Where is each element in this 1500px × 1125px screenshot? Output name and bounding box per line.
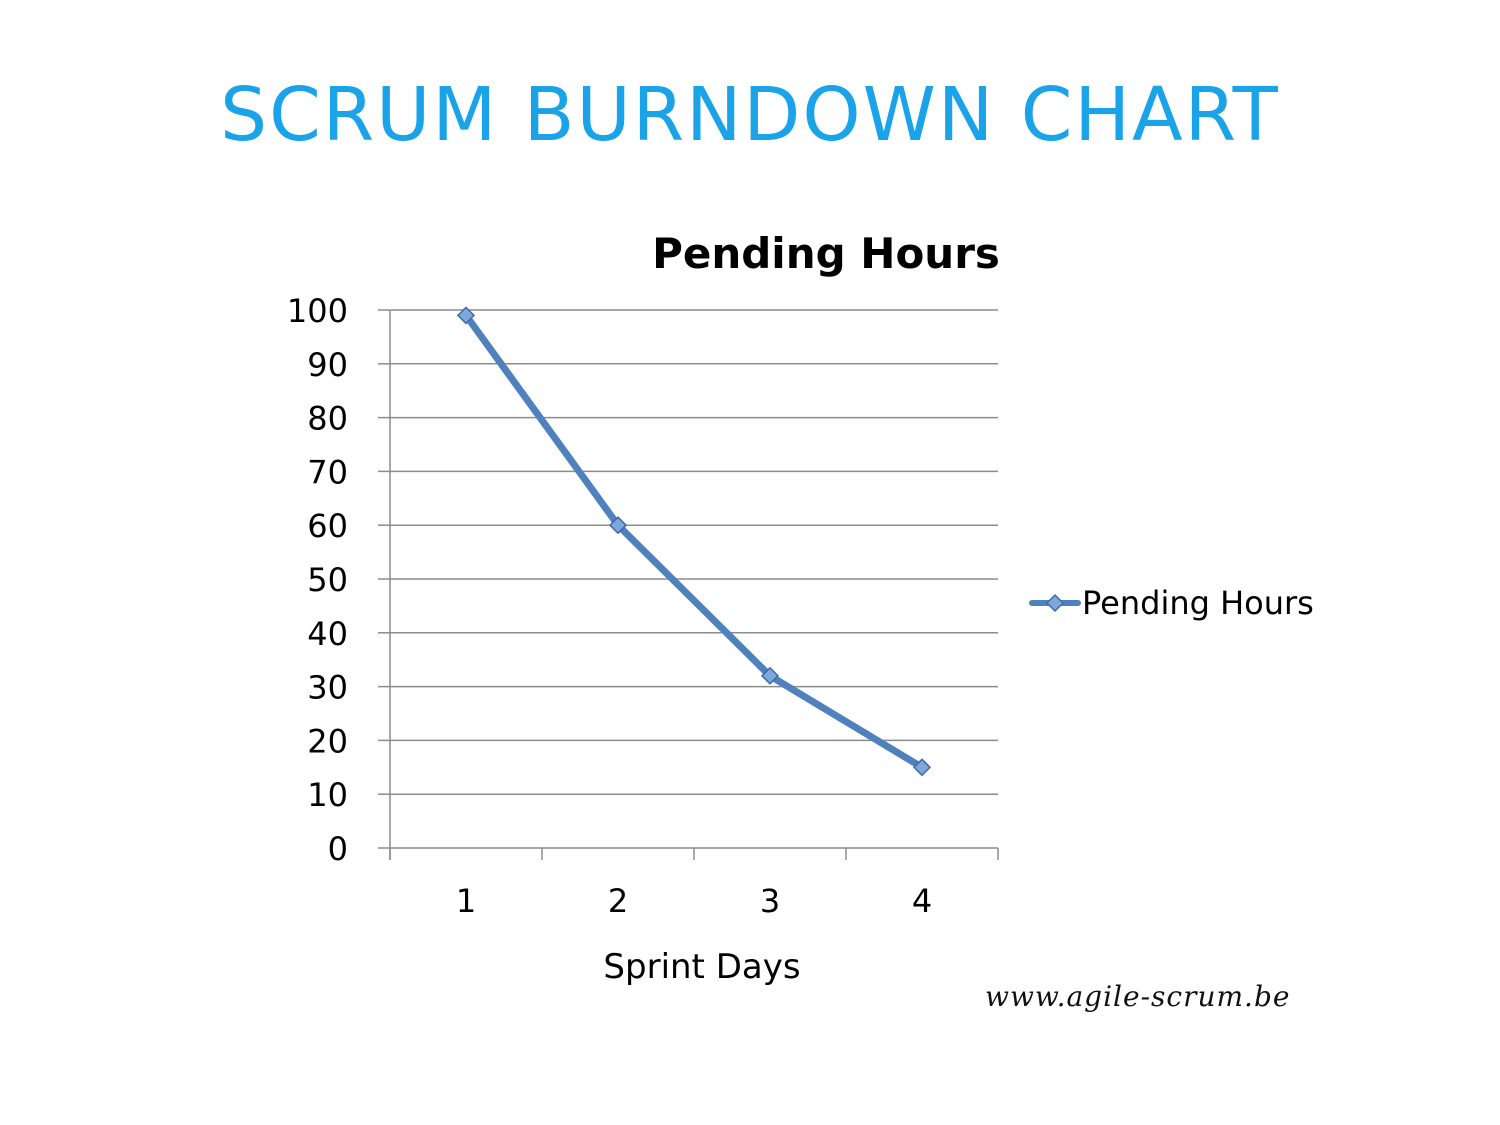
y-tick-label: 30 — [307, 669, 348, 707]
series-line — [462, 311, 926, 771]
y-tick-label: 40 — [307, 615, 348, 653]
data-point — [760, 666, 780, 685]
y-tick-label: 90 — [307, 346, 348, 384]
chart-title: Pending Hours — [652, 229, 1000, 278]
y-tick-label: 50 — [307, 561, 348, 599]
y-tick-label: 0 — [328, 830, 348, 868]
x-tick-label: 4 — [912, 882, 932, 920]
legend: Pending Hours — [1029, 584, 1314, 622]
data-point — [912, 758, 932, 777]
y-tick-label: 60 — [307, 507, 348, 545]
axes — [378, 309, 999, 860]
legend-label: Pending Hours — [1082, 584, 1314, 622]
gridlines — [390, 309, 998, 795]
data-point — [608, 516, 628, 535]
x-tick-label: 1 — [456, 882, 476, 920]
x-tick-label: 2 — [608, 882, 628, 920]
legend-marker — [1045, 593, 1065, 613]
series-group — [456, 306, 932, 777]
data-point — [456, 306, 476, 325]
x-tick-label: 3 — [760, 882, 780, 920]
y-tick-label: 20 — [307, 722, 348, 760]
tick-labels: 0 10 20 30 40 50 60 70 80 90 100 1 2 3 4 — [287, 292, 932, 920]
x-axis-label: Sprint Days — [603, 947, 800, 987]
y-tick-label: 10 — [307, 776, 348, 814]
footer-url: www.agile-scrum.be — [985, 980, 1291, 1013]
y-tick-label: 80 — [307, 400, 348, 438]
y-tick-label: 100 — [287, 292, 348, 330]
y-tick-label: 70 — [307, 453, 348, 491]
slide-title: SCRUM BURNDOWN CHART — [220, 72, 1280, 158]
